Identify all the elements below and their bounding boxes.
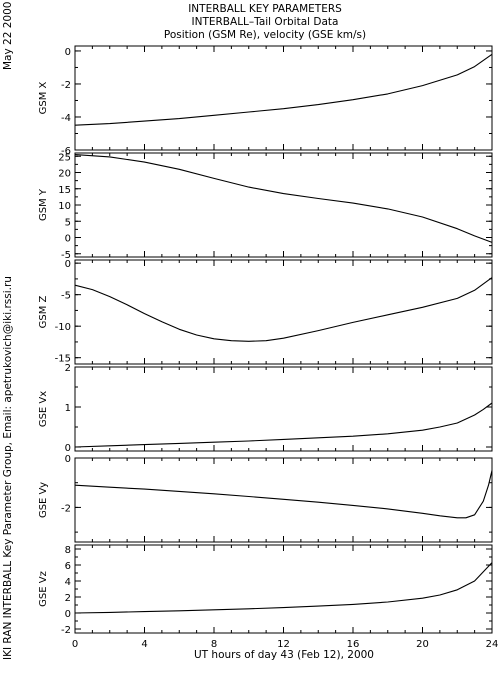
y-tick-label: 2 [65,363,71,374]
y-tick-label: 0 [65,609,71,620]
panel-frame [74,544,493,634]
series-line-gsm-y [74,154,493,243]
x-tick-label: 16 [347,639,360,650]
y-tick-label: -5 [61,291,71,302]
y-tick-label: -2 [61,503,71,514]
y-tick-label: -2 [61,80,71,91]
y-tick-label: 6 [65,561,71,572]
y-tick-label: 1 [65,403,71,414]
y-tick-label: -4 [61,113,71,124]
panel-frame [74,366,493,452]
series-line-gse-vz [74,562,493,614]
title-line-1: INTERBALL KEY PARAMETERS [188,3,342,15]
y-tick-label: 25 [58,152,71,163]
x-tick-label: 0 [72,639,78,650]
panel-1: 0 -2 -4 -6 GSM X [38,45,493,157]
y-tick-label: -10 [55,322,71,333]
x-tick-label: 4 [141,639,147,650]
y-tick-label: 0 [65,234,71,245]
y-tick-label: -5 [61,250,71,261]
panel-frame [74,152,493,258]
title-line-2: INTERBALL–Tail Orbital Data [192,16,339,28]
panel-3: 0 -5 -10 -15 GSM Z [38,259,493,365]
y-tick-label: 10 [58,201,71,212]
plot-date: May 22 2000 [2,2,14,70]
y-axis-label: GSE Vx [38,391,49,427]
y-tick-label: 8 [65,545,71,556]
y-axis-label: GSE Vz [38,571,49,607]
panel-frame [74,457,493,543]
y-axis-label: GSM Y [38,188,49,221]
y-tick-label: 15 [58,185,71,196]
x-axis-label: UT hours of day 43 (Feb 12), 2000 [194,649,374,661]
y-tick-label: 0 [65,443,71,454]
y-tick-label: 5 [65,217,71,228]
series-line-gse-vx [74,402,493,448]
y-tick-label: -6 [61,146,71,157]
title-line-3: Position (GSM Re), velocity (GSE km/s) [164,29,366,41]
y-axis-label: GSM X [38,81,49,114]
series-line-gse-vy [74,470,493,519]
series-line-gsm-z [74,277,493,342]
panel-frame [74,45,493,151]
panel-5: 0 -2 GSE Vy [38,454,493,543]
y-tick-label: 20 [58,169,71,180]
y-axis-label: GSE Vy [38,482,49,518]
panel-frame [74,259,493,365]
y-tick-label: 0 [65,454,71,465]
y-tick-label: 4 [65,577,71,588]
y-tick-label: -2 [61,625,71,636]
panel-4: 2 1 0 GSE Vx [38,363,493,454]
panel-2: 25 20 15 10 5 0 -5 GSM Y [38,152,493,261]
credit-line: IKI RAN INTERBALL Key Parameter Group, E… [2,276,14,660]
panel-6: 8 6 4 2 0 -2 GSE Vz [38,544,493,636]
x-tick-label: 12 [277,639,290,650]
y-tick-label: 2 [65,593,71,604]
y-axis-label: GSM Z [38,295,49,328]
y-tick-label: 0 [65,47,71,58]
y-tick-label: 0 [65,259,71,270]
x-tick-label: 20 [416,639,429,650]
x-tick-label: 24 [486,639,499,650]
x-tick-label: 8 [211,639,217,650]
y-tick-label: -15 [55,354,71,365]
series-line-gsm-x [74,53,493,126]
